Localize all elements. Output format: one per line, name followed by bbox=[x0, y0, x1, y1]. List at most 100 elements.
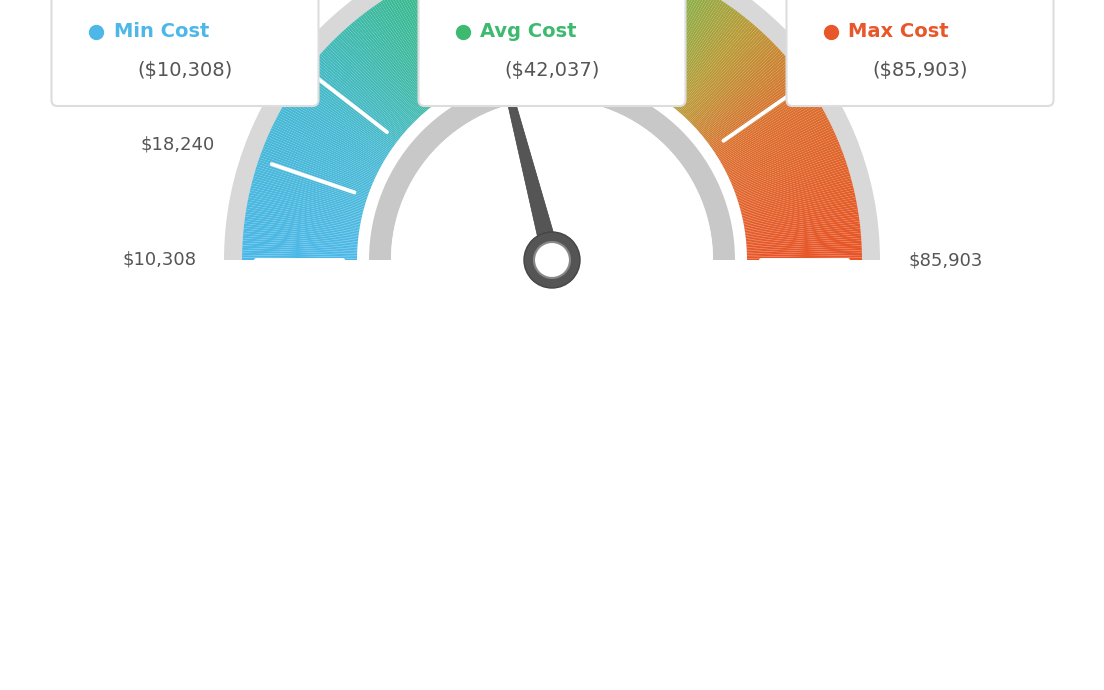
Wedge shape bbox=[743, 199, 857, 224]
Wedge shape bbox=[688, 37, 769, 121]
Wedge shape bbox=[745, 219, 860, 235]
Wedge shape bbox=[386, 0, 449, 95]
Wedge shape bbox=[588, 0, 613, 69]
Wedge shape bbox=[335, 37, 416, 121]
Wedge shape bbox=[601, 0, 631, 72]
Wedge shape bbox=[672, 17, 746, 108]
Wedge shape bbox=[250, 190, 362, 217]
Wedge shape bbox=[655, 0, 718, 95]
Wedge shape bbox=[665, 6, 732, 101]
Wedge shape bbox=[673, 18, 747, 109]
Wedge shape bbox=[651, 0, 712, 93]
Wedge shape bbox=[511, 0, 528, 67]
Wedge shape bbox=[746, 243, 861, 250]
Wedge shape bbox=[742, 193, 856, 219]
Wedge shape bbox=[374, 5, 442, 101]
Wedge shape bbox=[415, 0, 468, 85]
Wedge shape bbox=[362, 14, 434, 106]
Text: $18,240: $18,240 bbox=[141, 136, 215, 154]
Wedge shape bbox=[300, 78, 394, 146]
Wedge shape bbox=[255, 169, 365, 204]
Wedge shape bbox=[744, 207, 858, 228]
Wedge shape bbox=[729, 130, 835, 180]
Wedge shape bbox=[734, 148, 842, 191]
Wedge shape bbox=[242, 257, 357, 260]
Wedge shape bbox=[678, 23, 753, 112]
Wedge shape bbox=[703, 64, 794, 138]
Wedge shape bbox=[623, 0, 666, 79]
Wedge shape bbox=[272, 126, 376, 177]
Text: $71,281: $71,281 bbox=[845, 48, 919, 66]
Wedge shape bbox=[244, 226, 358, 240]
FancyBboxPatch shape bbox=[786, 0, 1053, 106]
Wedge shape bbox=[485, 0, 511, 70]
Wedge shape bbox=[683, 31, 763, 117]
Wedge shape bbox=[360, 15, 433, 107]
Text: ($85,903): ($85,903) bbox=[872, 61, 968, 80]
Wedge shape bbox=[725, 117, 828, 172]
Circle shape bbox=[534, 242, 570, 278]
Wedge shape bbox=[662, 5, 730, 101]
Wedge shape bbox=[466, 0, 499, 72]
Wedge shape bbox=[701, 61, 790, 136]
Wedge shape bbox=[660, 2, 726, 99]
Wedge shape bbox=[613, 0, 650, 75]
Wedge shape bbox=[242, 250, 357, 255]
Wedge shape bbox=[380, 1, 445, 98]
Wedge shape bbox=[265, 141, 372, 187]
Wedge shape bbox=[736, 157, 846, 197]
Wedge shape bbox=[297, 81, 392, 149]
Wedge shape bbox=[661, 3, 729, 99]
Wedge shape bbox=[468, 0, 500, 72]
Wedge shape bbox=[711, 80, 806, 148]
Wedge shape bbox=[252, 181, 363, 212]
Wedge shape bbox=[372, 6, 439, 101]
Wedge shape bbox=[604, 0, 636, 72]
Wedge shape bbox=[608, 0, 644, 74]
Wedge shape bbox=[732, 139, 838, 186]
Wedge shape bbox=[449, 0, 489, 76]
Wedge shape bbox=[733, 144, 840, 188]
Wedge shape bbox=[593, 0, 619, 70]
Wedge shape bbox=[731, 137, 838, 184]
Wedge shape bbox=[745, 221, 860, 237]
Wedge shape bbox=[707, 72, 800, 143]
Wedge shape bbox=[438, 0, 481, 79]
Wedge shape bbox=[542, 0, 548, 65]
Wedge shape bbox=[728, 126, 832, 177]
Wedge shape bbox=[550, 0, 552, 65]
Wedge shape bbox=[716, 94, 815, 157]
Wedge shape bbox=[597, 0, 627, 71]
Wedge shape bbox=[640, 0, 694, 87]
Wedge shape bbox=[319, 53, 406, 131]
Wedge shape bbox=[734, 150, 842, 193]
Wedge shape bbox=[243, 228, 358, 242]
Wedge shape bbox=[676, 19, 750, 110]
Wedge shape bbox=[326, 46, 411, 126]
Wedge shape bbox=[328, 44, 412, 126]
Wedge shape bbox=[243, 236, 358, 246]
Wedge shape bbox=[256, 164, 367, 201]
Wedge shape bbox=[733, 146, 841, 190]
Wedge shape bbox=[710, 78, 804, 146]
Wedge shape bbox=[243, 238, 358, 248]
Wedge shape bbox=[266, 139, 372, 186]
Wedge shape bbox=[630, 0, 680, 82]
Wedge shape bbox=[407, 0, 463, 88]
Wedge shape bbox=[246, 207, 360, 228]
Text: $85,903: $85,903 bbox=[907, 251, 983, 269]
Wedge shape bbox=[745, 214, 859, 233]
Wedge shape bbox=[649, 0, 708, 91]
Wedge shape bbox=[638, 0, 691, 86]
Wedge shape bbox=[666, 8, 734, 102]
Wedge shape bbox=[420, 0, 470, 83]
Wedge shape bbox=[746, 241, 861, 249]
Wedge shape bbox=[741, 183, 853, 213]
Wedge shape bbox=[390, 0, 452, 94]
Wedge shape bbox=[644, 0, 699, 88]
Wedge shape bbox=[697, 51, 783, 130]
Wedge shape bbox=[518, 0, 532, 66]
Wedge shape bbox=[282, 106, 383, 165]
Wedge shape bbox=[731, 135, 837, 183]
Wedge shape bbox=[491, 0, 516, 69]
